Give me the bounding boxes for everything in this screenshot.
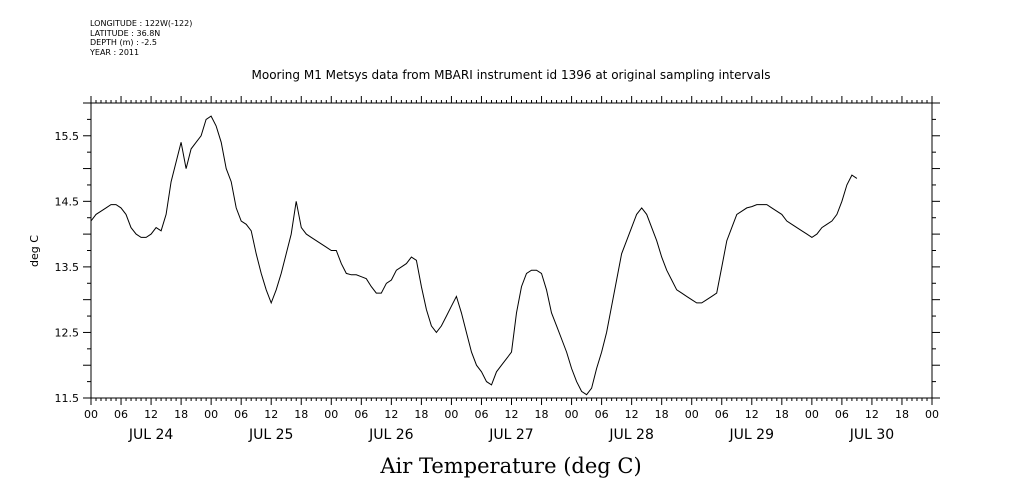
- y-axis: 11.5 12.5 13.5 14.5 15.5: [55, 102, 940, 405]
- x-tick-label: 12: [264, 408, 278, 421]
- longitude-label: LONGITUDE : 122W(-122): [90, 19, 193, 28]
- x-tick-label: 06: [234, 408, 248, 421]
- x-tick-label: 06: [474, 408, 488, 421]
- depth-label: DEPTH (m) : -2.5: [90, 38, 157, 47]
- x-tick-label: 12: [745, 408, 759, 421]
- year-label: YEAR : 2011: [90, 47, 140, 57]
- y-tick-label: 13.5: [55, 261, 80, 274]
- latitude-label: LATITUDE : 36.8N: [90, 28, 161, 38]
- x-day-label: JUL 29: [729, 427, 774, 443]
- x-day-label: JUL 25: [248, 427, 293, 443]
- x-day-label: JUL 28: [608, 427, 653, 443]
- x-tick-label: 12: [505, 408, 519, 421]
- plot-border: [90, 102, 933, 399]
- y-tick-label: 14.5: [55, 195, 80, 208]
- x-tick-label: 12: [144, 408, 158, 421]
- x-tick-label: 00: [204, 408, 218, 421]
- y-tick-label: 12.5: [55, 326, 80, 339]
- x-tick-label: 18: [535, 408, 549, 421]
- x-tick-label: 06: [114, 408, 128, 421]
- x-tick-label: 12: [625, 408, 639, 421]
- x-tick-label: 06: [354, 408, 368, 421]
- metadata-block: LONGITUDE : 122W(-122) LATITUDE : 36.8N …: [90, 19, 192, 57]
- variable-title: Air Temperature (deg C): [380, 454, 642, 478]
- y-tick-label: 11.5: [55, 392, 80, 405]
- x-axis: 00 06 12 18 00 06 12 18 00 06 12 18 00 06 12 18 00 06 12 18…: [84, 408, 939, 443]
- x-tick-label: 18: [174, 408, 188, 421]
- x-tick-label: 06: [595, 408, 609, 421]
- x-tick-label: 18: [775, 408, 789, 421]
- x-tick-label: 06: [835, 408, 849, 421]
- y-axis-label: deg C: [28, 235, 41, 267]
- x-tick-label: 00: [444, 408, 458, 421]
- x-tick-label: 00: [84, 408, 98, 421]
- x-tick-label: 18: [414, 408, 428, 421]
- x-tick-label: 18: [895, 408, 909, 421]
- x-tick-label: 18: [655, 408, 669, 421]
- series-line: [90, 115, 858, 396]
- x-tick-label: 18: [294, 408, 308, 421]
- y-tick-label: 15.5: [55, 130, 80, 143]
- x-day-label: JUL 24: [128, 427, 174, 443]
- x-tick-label: 00: [565, 408, 579, 421]
- x-day-label: JUL 26: [368, 427, 414, 443]
- chart-title: Mooring M1 Metsys data from MBARI instru…: [251, 68, 771, 82]
- x-tick-label: 00: [324, 408, 338, 421]
- x-tick-label: 00: [925, 408, 939, 421]
- x-tick-label: 06: [715, 408, 729, 421]
- x-tick-label: 00: [685, 408, 699, 421]
- plot-frame: [90, 96, 933, 405]
- x-day-label: JUL 27: [488, 427, 533, 443]
- x-tick-label: 12: [384, 408, 398, 421]
- x-day-label: JUL 30: [849, 427, 894, 443]
- x-tick-label: 12: [865, 408, 879, 421]
- data-series: [90, 115, 858, 396]
- x-tick-label: 00: [805, 408, 819, 421]
